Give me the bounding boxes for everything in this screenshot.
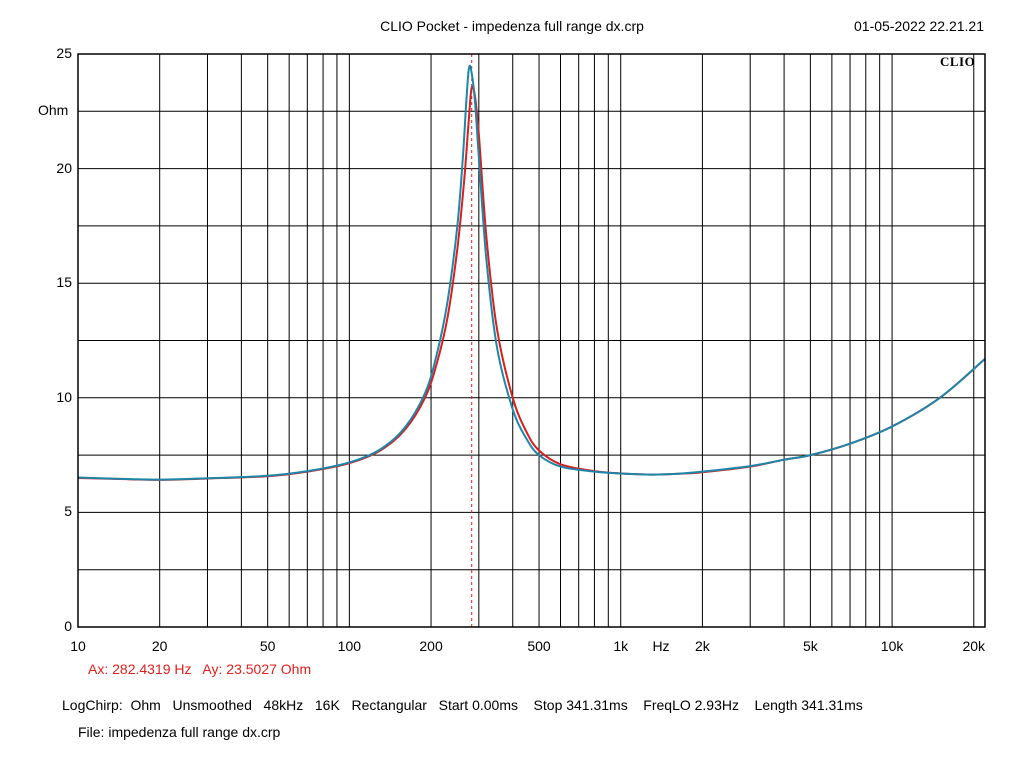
x-tick-label: 10k [880, 638, 904, 654]
impedance-traces [77, 64, 986, 481]
y-tick-label: 25 [56, 45, 72, 61]
x-tick-label: 20k [962, 638, 986, 654]
cursor-y-readout: Ay: 23.5027 Ohm [202, 661, 312, 677]
plot-frame [77, 53, 986, 628]
measurement-settings: LogChirp: Ohm Unsmoothed 48kHz 16K Recta… [62, 697, 863, 713]
chart-title: CLIO Pocket - impedenza full range dx.cr… [380, 18, 644, 34]
y-tick-label: 10 [56, 388, 72, 405]
x-tick-label: 200 [419, 638, 443, 654]
cursor-readout: Ax: 282.4319 Hz Ay: 23.5027 Ohm [88, 661, 311, 677]
x-tick-label: 5k [802, 638, 818, 654]
cursor-x-readout: Ax: 282.4319 Hz [88, 661, 192, 677]
plot-border [77, 53, 986, 628]
x-tick-label: 100 [337, 638, 362, 654]
y-tick-label: 5 [64, 503, 72, 520]
x-tick-label: 10 [70, 638, 86, 654]
measurement-datetime: 01-05-2022 22.21.21 [854, 18, 984, 34]
x-tick-label: 20 [151, 638, 168, 654]
y-tick-label: 0 [64, 618, 72, 634]
x-tick-label: 500 [527, 638, 551, 654]
clio-logo: CLIO [940, 54, 976, 69]
file-name: File: impedenza full range dx.crp [78, 724, 281, 740]
y-axis-unit-label: Ohm [38, 102, 69, 118]
y-tick-label: 20 [56, 159, 72, 176]
x-tick-label: 1k [613, 638, 629, 654]
x-axis-unit-label: Hz [652, 638, 670, 654]
minor-gridlines [78, 110, 985, 571]
x-tick-label: 2k [695, 638, 710, 654]
y-tick-label: 15 [56, 274, 72, 291]
impedance-trace-blue [77, 64, 986, 481]
x-tick-label: 50 [259, 638, 276, 654]
